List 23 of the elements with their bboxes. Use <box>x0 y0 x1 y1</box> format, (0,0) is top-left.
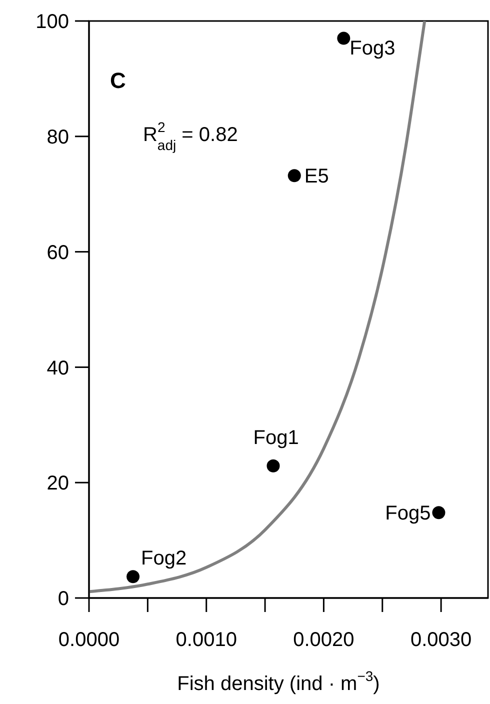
y-tick-label: 60 <box>46 242 69 264</box>
annotation: E5 <box>304 166 329 188</box>
x-tick-label: 0.0010 <box>176 629 237 652</box>
point <box>432 506 446 520</box>
annotation: R$^{2}$$_{adj}$ = 0.82 <box>143 119 238 153</box>
annotation: Fog1 <box>253 426 299 449</box>
annotation: Fog3 <box>350 37 396 60</box>
y-tick-label: 100 <box>36 11 69 34</box>
point <box>266 459 280 472</box>
y-tick-label: 80 <box>46 126 69 148</box>
y-tick-label: 20 <box>46 472 69 495</box>
point <box>337 32 350 45</box>
y-tick-label: 0 <box>58 588 69 610</box>
annotation: Fog2 <box>141 548 187 570</box>
x-tick-label: 0.0000 <box>58 629 120 652</box>
annotation: Fog5 <box>385 502 431 525</box>
x-axis-title: Fish density (ind · m$^{−3}$) <box>177 668 380 695</box>
annotation: C <box>110 68 126 93</box>
x-tick-label: 0.0030 <box>410 629 472 652</box>
point <box>288 169 301 182</box>
point <box>126 570 140 584</box>
y-tick-label: 40 <box>46 357 69 380</box>
x-tick-label: 0.0020 <box>293 629 354 652</box>
